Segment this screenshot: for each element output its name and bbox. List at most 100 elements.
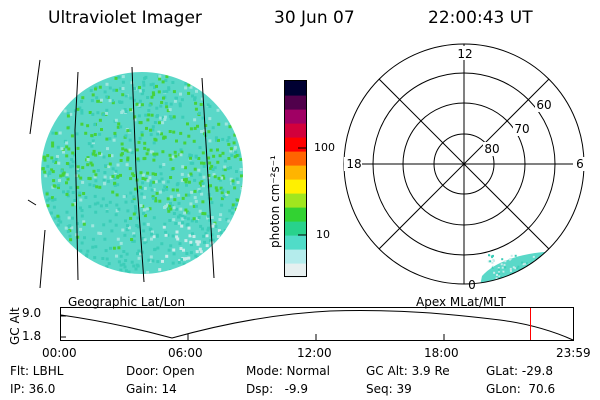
aurora-pixel [221,174,225,178]
aurora-pixel [226,190,230,194]
aurora-pixel [89,161,93,165]
aurora-patch-pixel [526,273,529,276]
aurora-pixel [156,246,160,250]
aurora-pixel [140,133,144,137]
aurora-pixel [184,208,188,212]
aurora-pixel [114,213,118,217]
aurora-pixel [65,154,69,158]
aurora-pixel [167,87,171,91]
aurora-pixel [124,148,128,152]
aurora-pixel [96,111,100,115]
aurora-patch-pixel [508,278,511,280]
aurora-pixel [98,85,102,89]
aurora-patch-pixel [510,254,513,257]
colorbar-swatch [285,221,306,236]
aurora-pixel [175,139,178,143]
aurora-pixel [139,204,143,208]
aurora-pixel [200,130,204,133]
aurora-pixel [109,176,113,180]
aurora-pixel [66,112,70,115]
aurora-pixel [151,172,155,176]
aurora-pixel [102,113,106,117]
aurora-pixel [119,263,123,267]
aurora-pixel [194,204,198,208]
aurora-pixel [135,102,139,106]
aurora-pixel [180,150,184,154]
aurora-patch-pixel [540,262,543,265]
aurora-pixel [210,164,214,168]
aurora-pixel [130,260,134,264]
aurora-pixel [60,169,64,173]
aurora-pixel [87,142,91,146]
aurora-pixel [164,233,168,237]
aurora-patch-pixel [541,277,544,280]
aurora-pixel [113,134,117,138]
aurora-pixel [162,96,165,100]
aurora-pixel [53,197,57,201]
aurora-pixel [56,223,60,227]
aurora-pixel [154,199,158,203]
aurora-pixel [162,163,166,166]
aurora-pixel [48,170,52,174]
aurora-pixel [161,121,165,125]
aurora-pixel [171,234,175,238]
aurora-pixel [153,197,157,200]
aurora-pixel [179,207,183,211]
aurora-pixel [190,243,193,247]
aurora-pixel [95,96,99,100]
aurora-pixel [71,203,75,207]
aurora-pixel [177,193,181,197]
aurora-pixel [178,259,182,263]
aurora-pixel [53,184,57,188]
aurora-patch-pixel [544,255,547,258]
aurora-pixel [134,267,138,271]
aurora-pixel [96,201,100,205]
aurora-pixel [152,152,156,156]
aurora-pixel [193,196,197,200]
aurora-pixel [191,161,195,165]
aurora-patch-pixel [555,279,558,282]
aurora-pixel [209,166,213,170]
aurora-pixel [206,103,210,107]
aurora-patch-pixel [545,275,548,278]
aurora-pixel [69,112,73,116]
orbit-xtick-1800: 18:00 [424,346,459,360]
aurora-pixel [119,254,123,258]
aurora-pixel [192,235,196,238]
aurora-pixel [66,177,70,181]
aurora-pixel [108,154,111,158]
aurora-pixel [156,132,160,136]
aurora-pixel [186,122,189,126]
aurora-pixel [103,237,107,241]
aurora-pixel [168,130,172,133]
aurora-pixel [202,161,206,165]
aurora-pixel [184,239,188,243]
aurora-patch-pixel [537,268,540,271]
aurora-pixel [187,193,191,197]
aurora-patch-pixel [547,268,550,271]
aurora-pixel [51,131,55,135]
mlat-label-70: 70 [514,122,529,136]
aurora-pixel [105,95,109,99]
aurora-pixel [186,217,190,221]
mlt-label-12: 12 [457,47,472,61]
aurora-pixel [93,175,97,179]
aurora-pixel [119,87,123,91]
aurora-pixel [184,177,188,181]
aurora-pixel [152,93,156,97]
aurora-pixel [171,155,175,159]
aurora-pixel [54,160,58,164]
status-gain: Gain: 14 [126,382,177,396]
aurora-pixel [110,154,114,158]
aurora-pixel [172,90,176,94]
aurora-pixel [197,188,201,192]
mlt-label-18: 18 [346,157,361,171]
aurora-pixel [123,265,127,269]
aurora-pixel [214,186,218,190]
aurora-pixel [216,235,220,238]
aurora-pixel [193,97,197,101]
aurora-pixel [64,226,68,230]
aurora-pixel [165,105,169,109]
aurora-pixel [203,129,207,133]
orbit-xtick-0000: 00:00 [42,346,77,360]
